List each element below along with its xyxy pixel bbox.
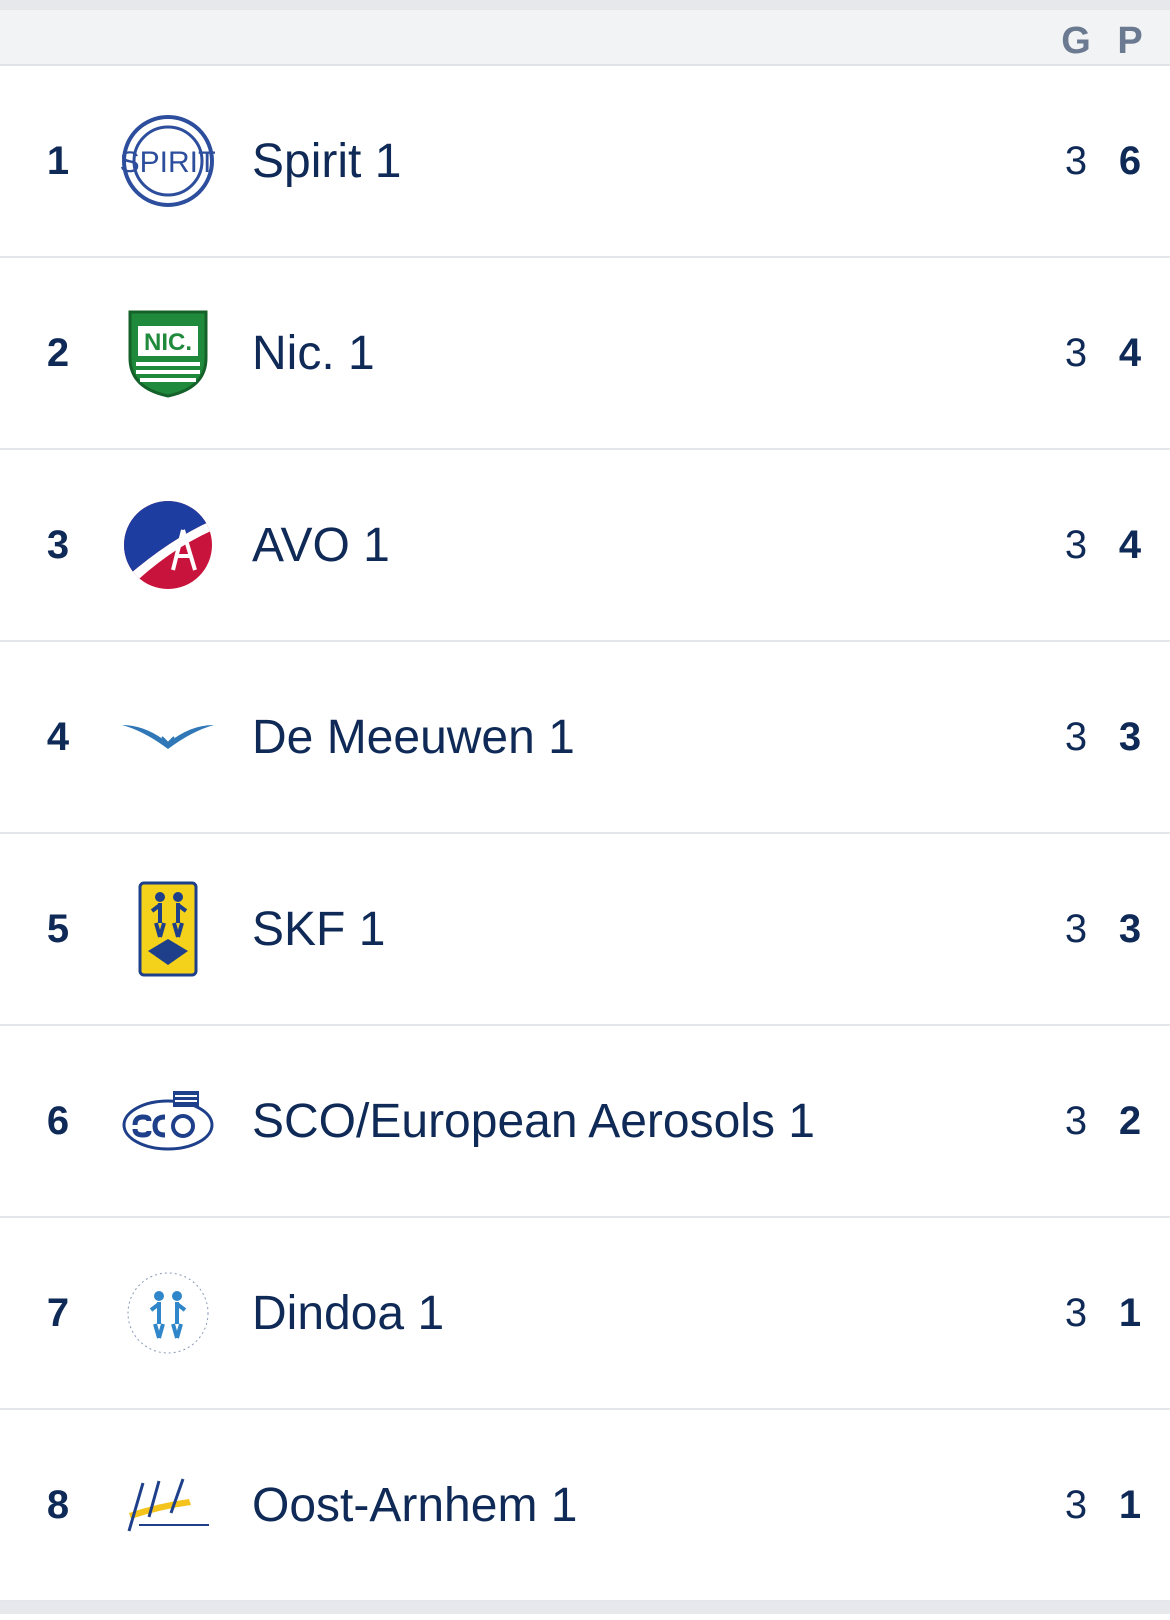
rank: 6 <box>46 1098 70 1143</box>
points-column-header: P <box>1117 20 1143 62</box>
games-played: 3 <box>1064 522 1088 567</box>
team-name: AVO 1 <box>252 518 390 572</box>
standings-row[interactable]: 2 NIC. Nic. 1 3 4 <box>0 258 1170 450</box>
points: 3 <box>1118 906 1142 951</box>
games-played: 3 <box>1064 1098 1088 1143</box>
rank: 4 <box>46 714 70 759</box>
standings-row[interactable]: 7 Dindoa 1 3 1 <box>0 1218 1170 1410</box>
skf-logo-icon <box>118 879 218 979</box>
nic-logo-icon: NIC. <box>118 303 218 403</box>
standings-row[interactable]: 8 Oost-Arnhem 1 3 1 <box>0 1410 1170 1602</box>
rank: 3 <box>46 522 70 567</box>
team-name: Nic. 1 <box>252 326 375 380</box>
team-name: SCO/European Aerosols 1 <box>252 1094 815 1148</box>
team-name: Dindoa 1 <box>252 1286 445 1340</box>
spirit-logo-icon: SPIRIT <box>118 111 218 211</box>
games-played: 3 <box>1064 138 1088 183</box>
team-name: De Meeuwen 1 <box>252 710 575 764</box>
points: 4 <box>1118 330 1142 375</box>
rank: 1 <box>46 138 70 183</box>
rank: 5 <box>46 906 70 951</box>
points: 6 <box>1118 138 1142 183</box>
games-column-header: G <box>1061 20 1091 62</box>
svg-text:SPIRIT: SPIRIT <box>121 146 215 179</box>
team-name: SKF 1 <box>252 902 386 956</box>
team-name: Spirit 1 <box>252 134 402 188</box>
rank: 2 <box>46 330 70 375</box>
games-played: 3 <box>1064 1290 1088 1335</box>
points: 2 <box>1118 1098 1142 1143</box>
points: 3 <box>1118 714 1142 759</box>
oost-arnhem-logo-icon <box>118 1455 218 1555</box>
standings-row[interactable]: 6 SCO/European Aerosols 1 3 2 <box>0 1026 1170 1218</box>
games-played: 3 <box>1064 714 1088 759</box>
sco-logo-icon <box>118 1071 218 1171</box>
standings-header: G P <box>0 10 1170 66</box>
points: 4 <box>1118 522 1142 567</box>
avo-logo-icon <box>118 495 218 595</box>
top-strip <box>0 0 1170 10</box>
games-played: 3 <box>1064 906 1088 951</box>
standings-row[interactable]: 3 AVO 1 3 4 <box>0 450 1170 642</box>
standings-row[interactable]: 4 De Meeuwen 1 3 3 <box>0 642 1170 834</box>
team-name: Oost-Arnhem 1 <box>252 1478 578 1532</box>
de-meeuwen-logo-icon <box>118 687 218 787</box>
points: 1 <box>1118 1482 1142 1527</box>
points: 1 <box>1118 1290 1142 1335</box>
bottom-strip <box>0 1602 1170 1614</box>
rank: 8 <box>46 1482 70 1527</box>
standings-row[interactable]: 1 SPIRIT Spirit 1 3 6 <box>0 66 1170 258</box>
rank: 7 <box>46 1290 70 1335</box>
standings-list: 1 SPIRIT Spirit 1 3 6 2 NIC. Nic. 1 3 4 <box>0 66 1170 1602</box>
dindoa-logo-icon <box>118 1263 218 1363</box>
standings-row[interactable]: 5 SKF 1 3 3 <box>0 834 1170 1026</box>
svg-text:NIC.: NIC. <box>144 329 192 356</box>
games-played: 3 <box>1064 330 1088 375</box>
games-played: 3 <box>1064 1482 1088 1527</box>
